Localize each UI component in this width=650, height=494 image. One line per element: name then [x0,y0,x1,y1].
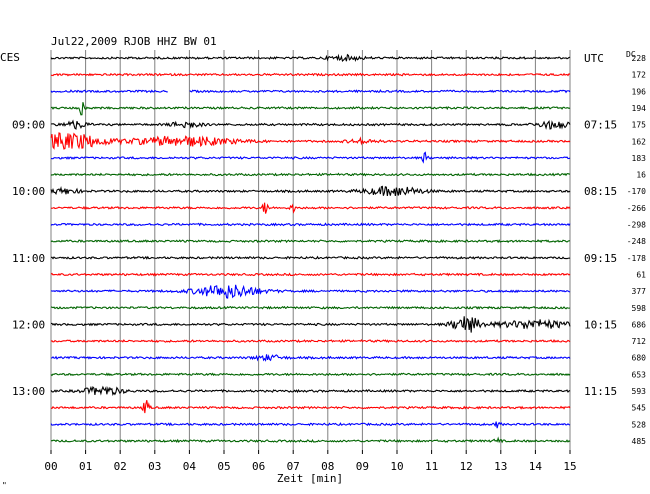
trace-line [50,400,571,414]
x-tick-label: 12 [460,460,473,473]
trace-line [50,284,571,299]
dc-offset-label: 183 [632,154,647,163]
grid-lines [50,50,571,454]
trace-line [50,316,571,333]
trace-line [50,89,571,94]
x-tick-label: 01 [79,460,92,473]
dc-label: DC [626,50,636,59]
right-time-label: 07:15 [584,119,617,132]
dc-offset-label: 175 [632,121,647,130]
x-axis-label: Zeit [min] [277,472,343,485]
dc-offset-label: 545 [632,404,647,413]
x-tick-label: 11 [425,460,438,473]
dc-offset-label: 712 [632,337,647,346]
right-time-label: 11:15 [584,385,617,398]
x-tick-label: 05 [217,460,230,473]
trace-line [50,239,571,244]
label-group: 00 01 02 03 04 05 06 07 08 09 10 11 12 13 14 15 228 172 19… [12,52,646,473]
dc-offset-label: -266 [627,204,646,213]
footnote-mark: " [2,481,7,490]
chart-title: Jul22,2009 RJOB HHZ BW 01 [51,35,217,48]
x-tick-label: 09 [356,460,369,473]
dc-offset-label: 653 [632,370,647,379]
x-tick-label: 07 [287,460,300,473]
dc-offset-label: 598 [632,304,647,313]
right-time-label: 10:15 [584,318,617,331]
trace-line [50,354,571,362]
left-time-label: 11:00 [12,252,45,265]
trace-line [50,119,571,130]
trace-line [50,72,571,77]
trace-line [50,436,571,444]
trace-line [50,421,571,429]
dc-offset-label: 162 [632,137,647,146]
trace-line [50,338,571,344]
x-tick-label: 04 [183,460,197,473]
dc-offset-label: -170 [627,187,646,196]
x-tick-label: 06 [252,460,265,473]
trace-line [50,53,571,63]
trace-line [50,102,571,116]
dc-offset-label: -178 [627,254,646,263]
x-tick-label: 02 [114,460,127,473]
left-time-label: 10:00 [12,185,45,198]
trace-line [50,272,571,277]
dc-offset-label: 377 [632,287,647,296]
dc-offset-label: 61 [636,270,646,279]
trace-group [50,53,571,444]
x-tick-label: 13 [494,460,507,473]
trace-line [50,255,571,260]
left-time-label: 12:00 [12,318,45,331]
x-tick-label: 00 [44,460,57,473]
trace-line [50,202,571,214]
dc-offset-label: 172 [632,71,647,80]
trace-line [50,151,571,164]
x-tick-label: 08 [321,460,334,473]
x-tick-label: 15 [563,460,576,473]
right-time-label: 09:15 [584,252,617,265]
trace-line [50,305,571,310]
dc-offset-label: 528 [632,420,647,429]
right-time-label: UTC [584,52,604,65]
dc-offset-label: 194 [632,104,647,113]
trace-line [50,172,571,177]
dc-offset-label: 16 [636,171,646,180]
trace-line [50,385,571,396]
x-tick-label: 03 [148,460,161,473]
dc-offset-label: -298 [627,221,646,230]
trace-line [50,222,571,227]
dc-offset-label: 228 [632,54,647,63]
left-axis-label: CES [0,51,20,64]
trace-line [50,185,571,197]
x-tick-label: 10 [390,460,403,473]
dc-offset-label: 196 [632,87,647,96]
x-tick-label: 14 [529,460,543,473]
dc-offset-label: 680 [632,354,647,363]
dc-offset-label: -248 [627,237,646,246]
dc-offset-label: 686 [632,320,647,329]
left-time-label: 13:00 [12,385,45,398]
dc-offset-label: 593 [632,387,647,396]
left-time-label: 09:00 [12,119,45,132]
trace-line [50,132,571,150]
trace-line [50,372,571,377]
dc-offset-label: 485 [632,437,647,446]
right-time-label: 08:15 [584,185,617,198]
